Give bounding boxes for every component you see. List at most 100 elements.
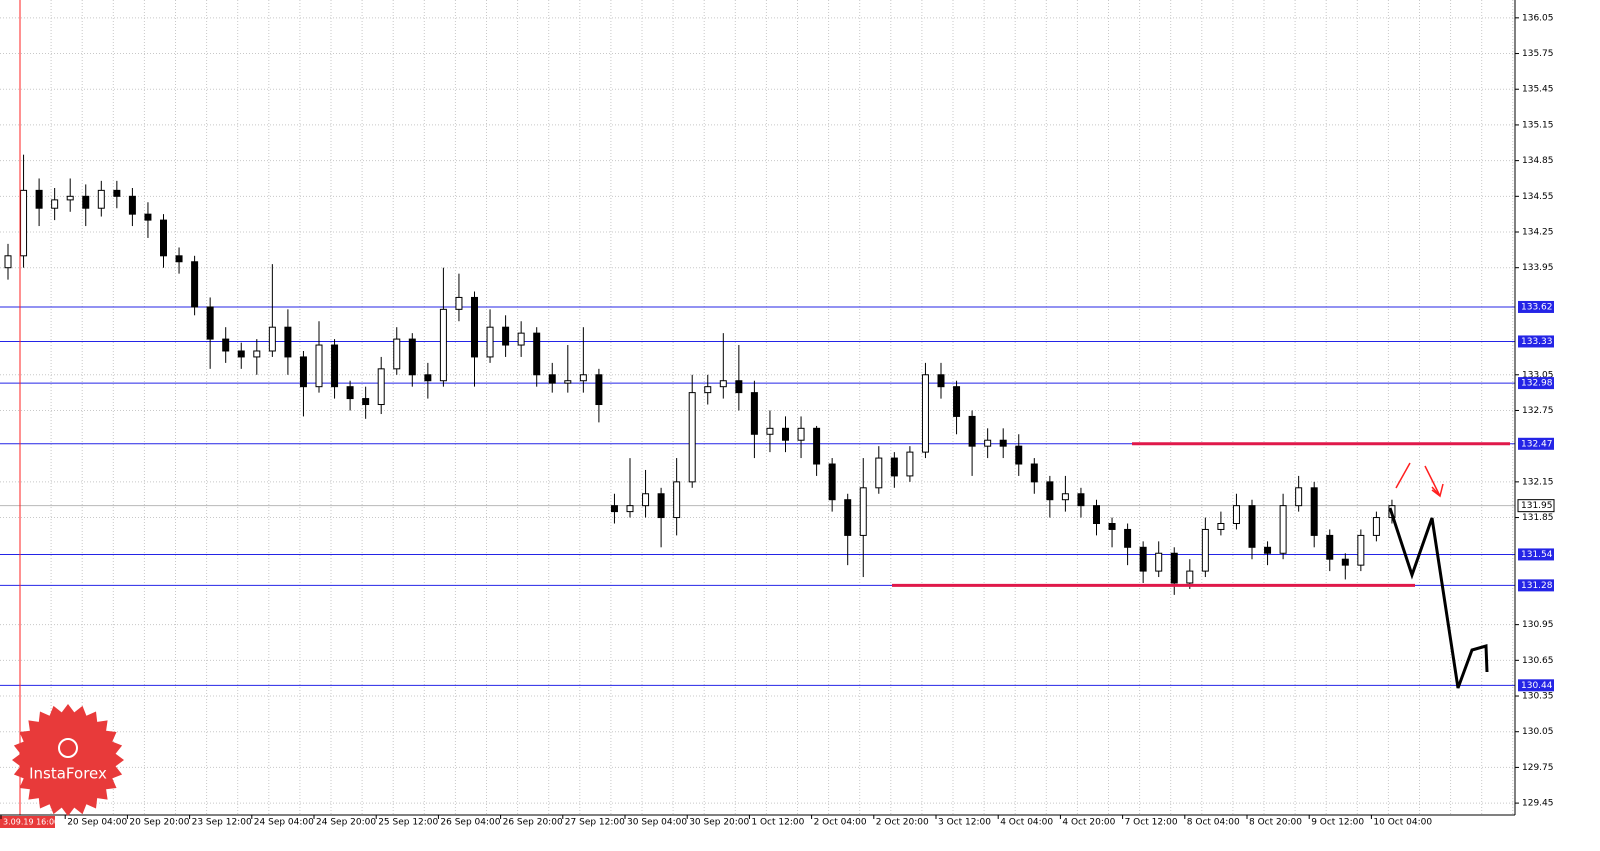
x-tick-label: 2 Oct 04:00	[814, 818, 867, 828]
x-tick-label: 25 Sep 12:00	[378, 818, 438, 828]
x-tick-label: 2 Oct 20:00	[876, 818, 929, 828]
candle-body	[595, 374, 603, 406]
candle-body	[564, 380, 572, 384]
current-price-box	[1517, 499, 1555, 513]
red-arrow	[1395, 462, 1411, 489]
x-tick-label: 10 Oct 04:00	[1373, 818, 1432, 828]
level-label: 132.47	[1521, 439, 1553, 449]
candle-body	[1030, 463, 1038, 483]
candle-body	[1217, 523, 1225, 530]
level-label-box	[1518, 377, 1554, 390]
level-label: 133.33	[1521, 337, 1553, 347]
y-tick-label: 129.75	[1522, 763, 1554, 773]
logo-badge	[12, 704, 124, 816]
candle-body	[579, 374, 587, 382]
candle-body	[673, 481, 681, 519]
x-tick-label: 30 Sep 04:00	[627, 818, 687, 828]
y-tick-label: 130.95	[1522, 620, 1554, 630]
y-tick-label: 134.55	[1522, 192, 1554, 202]
level-label-box	[1518, 437, 1554, 450]
candle-body	[502, 326, 510, 346]
candle-body	[486, 326, 494, 358]
candle-body	[222, 338, 230, 352]
candle-body	[828, 463, 836, 501]
candle-body	[284, 326, 292, 358]
x-tick-label: 30 Sep 20:00	[689, 818, 749, 828]
y-tick-label: 131.85	[1522, 513, 1554, 523]
x-tick-label: 24 Sep 20:00	[316, 818, 376, 828]
candle-body	[688, 392, 696, 483]
candle-body	[1326, 534, 1334, 560]
candle-body	[1310, 487, 1318, 536]
level-label-box	[1518, 579, 1554, 592]
y-tick-label: 134.85	[1522, 156, 1554, 166]
candle-body	[4, 255, 12, 269]
candle-body	[953, 386, 961, 417]
candle-body	[1372, 517, 1380, 536]
x-tick-label: 20 Sep 04:00	[67, 818, 127, 828]
level-label: 133.62	[1521, 302, 1553, 312]
x-tick-label: 7 Oct 12:00	[1125, 818, 1178, 828]
candle-body	[548, 374, 556, 384]
candle-body	[455, 296, 463, 310]
annotations	[892, 442, 1510, 689]
forecast-arrow	[1388, 507, 1489, 689]
x-tick-label: 27 Sep 12:00	[565, 818, 625, 828]
candle-body	[844, 499, 852, 536]
y-tick-label: 136.05	[1522, 13, 1554, 23]
y-tick-label: 135.75	[1522, 49, 1554, 59]
candle-body	[782, 427, 789, 441]
candle-body	[999, 439, 1007, 447]
candle-body	[766, 427, 774, 435]
x-tick-label: 26 Sep 04:00	[440, 818, 500, 828]
x-tick-label: 3 Oct 12:00	[938, 818, 991, 828]
candle-body	[1124, 528, 1132, 548]
logo-text: InstaForex	[29, 765, 107, 783]
candle-body	[206, 306, 214, 340]
level-label: 131.28	[1521, 581, 1553, 591]
candle-body	[191, 261, 199, 308]
level-label-box	[1518, 300, 1554, 313]
candle-body	[268, 326, 276, 352]
candle-body	[921, 374, 929, 453]
candle-body	[1341, 558, 1349, 566]
x-tick-label: 3.09.19 16:00	[3, 818, 59, 827]
y-tick-label: 133.95	[1522, 263, 1554, 273]
candle-body	[859, 487, 867, 536]
candle-body	[517, 332, 525, 346]
marks	[0, 154, 1515, 686]
candle-body	[113, 189, 121, 197]
x-tick-label: 8 Oct 04:00	[1187, 818, 1240, 828]
grid	[0, 0, 1515, 815]
x-tick-label: 24 Sep 04:00	[254, 818, 314, 828]
x-tick-label: 1 Oct 12:00	[751, 818, 804, 828]
candle-body	[1232, 505, 1240, 525]
candle-body	[408, 338, 416, 376]
candle-body	[346, 386, 354, 400]
x-tick-label: 23 Sep 12:00	[192, 818, 252, 828]
x-tick-label: 9 Oct 12:00	[1311, 818, 1364, 828]
candle-body	[1264, 546, 1272, 554]
level-label-box	[1518, 548, 1554, 561]
candle-body	[439, 308, 447, 382]
y-tick-label: 130.35	[1522, 692, 1554, 702]
candle-body	[175, 255, 183, 263]
red-arrowhead	[1431, 483, 1444, 498]
level-label-box	[1518, 335, 1554, 348]
x-tick-label: 26 Sep 20:00	[503, 818, 563, 828]
candle-body	[1357, 534, 1365, 566]
y-tick-label: 130.05	[1522, 727, 1554, 737]
candle-body	[424, 374, 432, 382]
candle-body	[1077, 493, 1085, 507]
candle-body	[1046, 481, 1054, 501]
candle-body	[471, 296, 478, 358]
candle-body	[1015, 445, 1023, 465]
candle-body	[1201, 528, 1209, 572]
y-tick-label: 132.15	[1522, 477, 1554, 487]
level-label: 132.98	[1521, 379, 1553, 389]
logo: InstaForex	[12, 704, 124, 816]
candle-body	[813, 427, 821, 465]
